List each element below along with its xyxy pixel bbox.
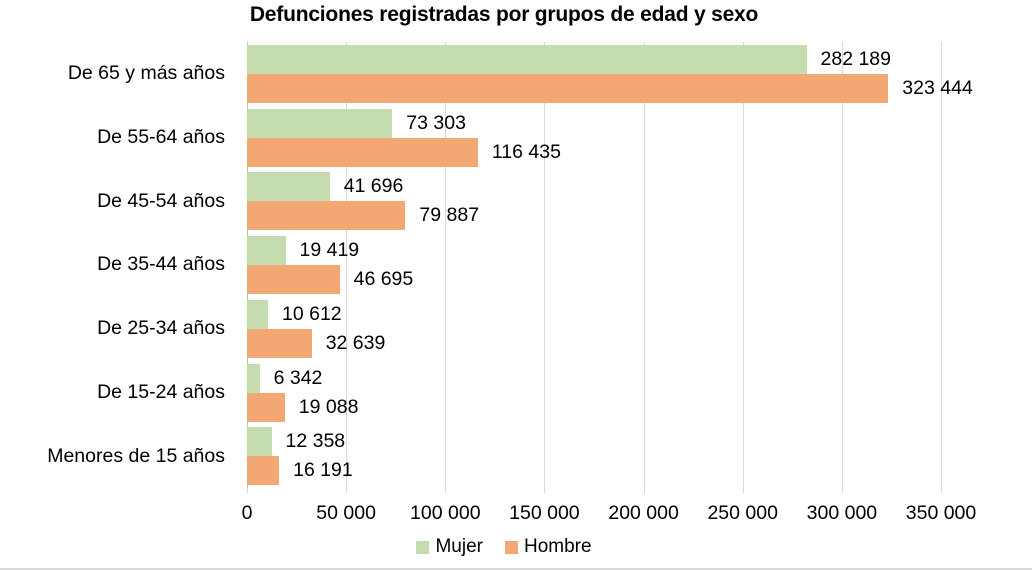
bar-mujer (247, 299, 268, 329)
axis-tick (841, 488, 843, 493)
gridline (941, 42, 942, 488)
legend-label: Hombre (523, 536, 592, 557)
value-label-hombre: 32 639 (325, 331, 386, 354)
category-band: 10 612 32 639 (247, 297, 941, 361)
value-label-mujer: 10 612 (282, 302, 342, 325)
category-band: 6 342 19 088 (247, 361, 941, 425)
bar-hombre (247, 328, 312, 358)
bar-mujer (247, 172, 330, 202)
gridline (445, 42, 447, 488)
value-label-mujer: 6 342 (273, 366, 323, 389)
value-label-hombre: 19 088 (298, 395, 359, 418)
category-band: 73 303 116 435 (247, 106, 941, 170)
x-tick-label: 300 000 (806, 502, 878, 524)
category-label: De 25-34 años (97, 317, 225, 340)
bar-mujer (247, 108, 393, 138)
category-band: 12 358 16 191 (247, 424, 941, 488)
legend-item-mujer: Mujer (416, 536, 483, 558)
plot-area: 282 189 323 444 73 303 116 435 41 696 79 887 1… (247, 42, 973, 493)
category-label: De 45-54 años (97, 189, 225, 212)
gridline (841, 42, 843, 488)
category-band: 19 419 46 695 (247, 233, 941, 297)
chart-title: Defunciones registradas por grupos de ed… (249, 3, 759, 26)
bar-mujer (247, 236, 286, 266)
gridline (544, 42, 546, 488)
axis-tick (643, 488, 645, 493)
x-tick-label: 200 000 (608, 502, 679, 524)
bar-hombre (247, 201, 406, 231)
bar-hombre (247, 392, 285, 422)
x-tick-label: 150 000 (509, 502, 580, 524)
legend-swatch-mujer-icon (416, 540, 430, 554)
value-label-hombre: 16 191 (293, 459, 353, 482)
axis-tick (445, 488, 447, 493)
gridline (742, 42, 744, 488)
value-label-hombre: 116 435 (491, 140, 561, 163)
gridline (643, 42, 645, 488)
axis-tick (247, 488, 248, 493)
x-tick-label: 250 000 (707, 502, 778, 524)
value-label-hombre: 323 444 (902, 77, 973, 99)
y-axis-labels: De 65 y más años De 55-64 años De 45-54 añ… (0, 42, 225, 488)
value-label-mujer: 73 303 (406, 111, 466, 134)
axis-tick (544, 488, 546, 493)
value-label-hombre: 46 695 (353, 268, 414, 291)
bar-mujer (247, 363, 260, 393)
axis-tick (941, 488, 942, 493)
value-label-mujer: 282 189 (820, 48, 892, 70)
value-label-mujer: 12 358 (285, 430, 346, 453)
bar-hombre (247, 74, 889, 103)
value-label-mujer: 41 696 (343, 175, 404, 198)
bar-hombre (247, 456, 280, 486)
category-label: De 15-24 años (97, 380, 225, 403)
x-tick-label: 100 000 (410, 502, 481, 524)
category-band: 41 696 79 887 (247, 169, 941, 233)
chart-bottom-edge (0, 568, 1032, 570)
category-label: Menores de 15 años (47, 444, 225, 467)
category-band: 282 189 323 444 (247, 42, 973, 106)
bar-mujer (247, 427, 272, 457)
x-tick-label: 350 000 (905, 502, 977, 524)
category-label: De 65 y más años (67, 62, 225, 85)
legend-swatch-hombre-icon (504, 540, 518, 554)
value-label-mujer: 19 419 (299, 239, 360, 262)
value-label-hombre: 79 887 (419, 204, 480, 227)
x-tick-label: 50 000 (316, 502, 376, 524)
legend: Mujer Hombre (0, 536, 1008, 558)
bar-hombre (247, 137, 478, 167)
legend-item-hombre: Hombre (504, 536, 592, 558)
gridline (346, 42, 348, 488)
category-label: De 55-64 años (97, 126, 225, 149)
x-axis: 0 50 000 100 000 150 000 200 000 250 000 300 0… (242, 500, 977, 526)
bar-mujer (247, 45, 807, 74)
bar-hombre (247, 265, 340, 295)
legend-label: Mujer (435, 536, 483, 557)
x-tick-label: 0 (241, 502, 253, 524)
axis-tick (742, 488, 744, 493)
axis-tick (346, 488, 348, 493)
category-label: De 35-44 años (97, 253, 225, 276)
